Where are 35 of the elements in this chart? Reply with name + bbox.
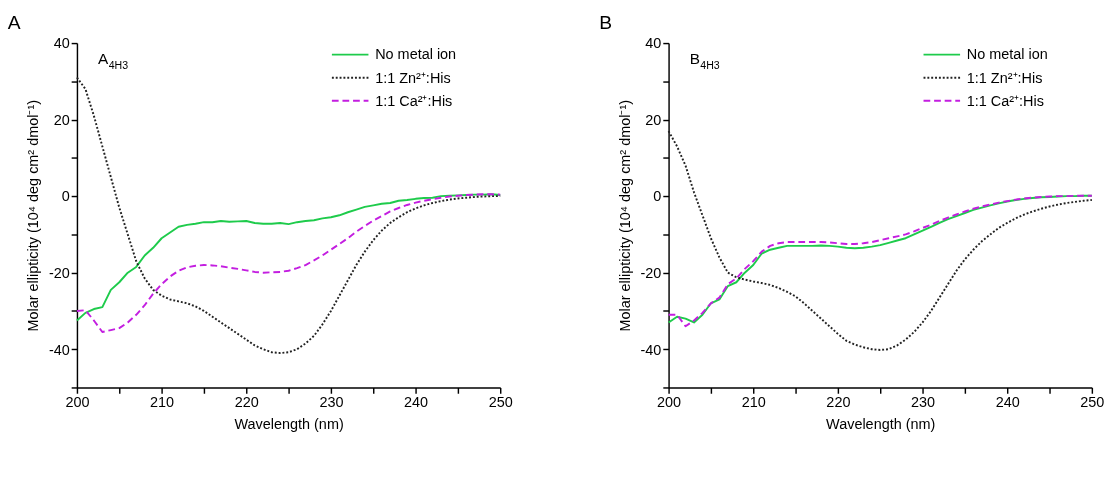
legend-label: No metal ion xyxy=(966,46,1048,63)
x-tick-label: 220 xyxy=(826,394,851,411)
y-tick-label: 0 xyxy=(653,188,662,205)
x-tick-label: 230 xyxy=(911,394,936,411)
line-series xyxy=(667,130,1093,351)
y-tick-label: -40 xyxy=(640,341,662,358)
x-tick-label: 210 xyxy=(741,394,766,411)
y-tick-label: 20 xyxy=(645,111,662,128)
x-tick-label: 200 xyxy=(65,394,90,411)
y-tick-label: -20 xyxy=(48,264,70,281)
legend-label: 1:1 Zn²⁺:His xyxy=(966,69,1043,86)
y-tick-label: 40 xyxy=(53,35,70,52)
x-tick-label: 240 xyxy=(995,394,1020,411)
x-tick-label: 210 xyxy=(150,394,175,411)
legend-label: No metal ion xyxy=(375,46,457,63)
legend-label: 1:1 Ca²⁺:His xyxy=(966,92,1044,109)
x-tick-label: 230 xyxy=(319,394,344,411)
x-tick-label: 250 xyxy=(1080,394,1105,411)
y-tick-label: 0 xyxy=(61,188,70,205)
y-tick-label: -40 xyxy=(48,341,70,358)
x-tick-label: 200 xyxy=(657,394,682,411)
x-axis-title: Wavelength (nm) xyxy=(234,416,344,433)
x-tick-label: 250 xyxy=(488,394,513,411)
x-tick-label: 240 xyxy=(404,394,429,411)
legend-label: 1:1 Zn²⁺:His xyxy=(375,69,451,86)
y-tick-label: 40 xyxy=(645,35,662,52)
x-tick-label: 220 xyxy=(234,394,259,411)
y-axis-title: Molar ellipticity (10⁴ deg cm² dmol⁻¹) xyxy=(616,99,633,332)
y-axis-title: Molar ellipticity (10⁴ deg cm² dmol⁻¹) xyxy=(25,99,42,332)
chart-title: B xyxy=(599,11,613,33)
chart-title: A xyxy=(7,11,21,33)
y-tick-label: -20 xyxy=(640,264,662,281)
x-axis-title: Wavelength (nm) xyxy=(826,416,936,433)
y-tick-label: 20 xyxy=(53,111,70,128)
legend-label: 1:1 Ca²⁺:His xyxy=(375,92,453,109)
